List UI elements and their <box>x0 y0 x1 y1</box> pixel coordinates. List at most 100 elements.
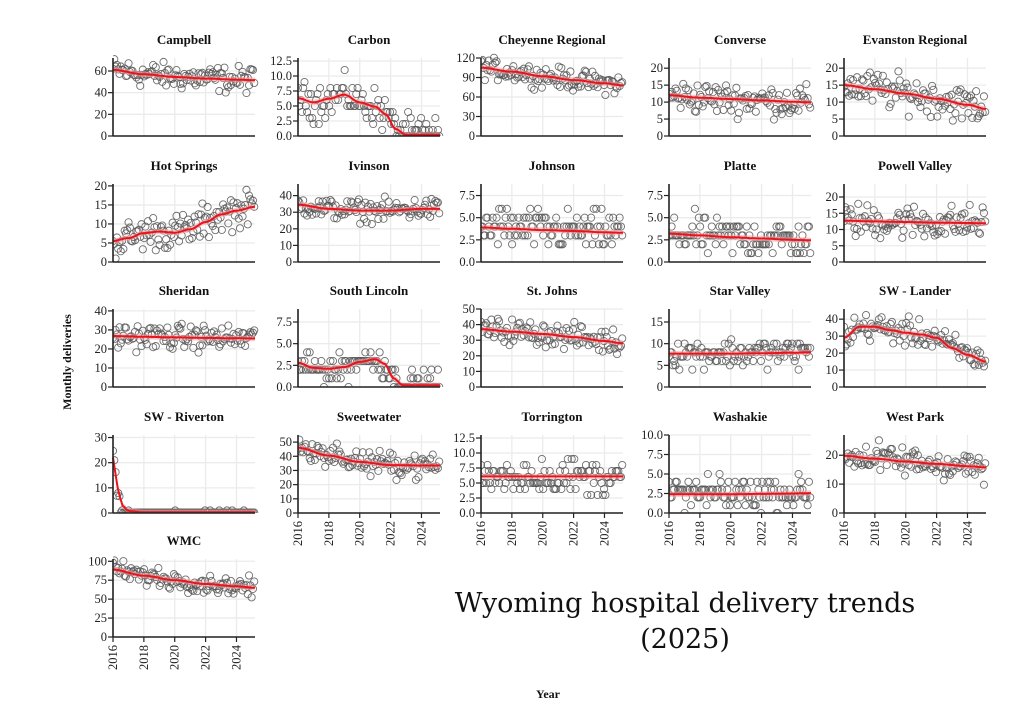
data-point <box>601 490 610 500</box>
panel-title: Platte <box>724 158 757 173</box>
data-point <box>509 336 518 345</box>
data-point <box>865 336 874 345</box>
data-point <box>609 213 618 222</box>
data-point <box>559 344 568 354</box>
data-point <box>358 89 367 99</box>
data-point <box>410 451 419 460</box>
data-point <box>963 344 972 353</box>
data-point <box>899 226 908 235</box>
data-point <box>149 60 158 69</box>
data-point <box>376 365 385 374</box>
y-tick-label: 0.0 <box>647 255 663 269</box>
data-point <box>326 356 335 366</box>
data-point <box>241 341 250 350</box>
data-point <box>917 224 926 233</box>
data-point <box>352 365 361 374</box>
data-point <box>702 81 711 90</box>
data-point <box>718 356 727 366</box>
y-tick-label: 0 <box>286 255 292 269</box>
data-point <box>589 478 598 488</box>
data-point <box>186 322 195 331</box>
y-tick-label: 50 <box>463 302 476 316</box>
data-point <box>593 490 602 500</box>
data-point <box>909 202 919 211</box>
x-tick-label: 2016 <box>662 521 676 546</box>
data-point <box>305 348 314 357</box>
y-tick-label: 5.0 <box>647 467 663 481</box>
data-point <box>583 490 592 500</box>
data-point <box>672 477 681 486</box>
data-point <box>928 342 937 351</box>
y-axis-label: Monthly deliveries <box>60 314 74 410</box>
data-point <box>158 221 167 230</box>
data-point <box>553 81 562 90</box>
data-point <box>716 477 725 486</box>
data-point <box>951 109 960 118</box>
y-tick-label: 0.0 <box>459 255 475 269</box>
data-point <box>601 327 610 336</box>
y-tick-label: 30 <box>280 205 293 219</box>
data-point <box>669 222 676 231</box>
data-point <box>719 105 728 115</box>
data-point <box>978 203 987 212</box>
data-point <box>431 196 440 205</box>
data-point <box>928 81 937 90</box>
x-tick-label: 2018 <box>868 521 882 546</box>
data-point <box>750 222 759 231</box>
data-point <box>895 210 904 219</box>
data-point <box>979 208 988 218</box>
data-point <box>615 213 624 222</box>
data-point <box>385 107 395 117</box>
points-group <box>844 311 990 371</box>
data-point <box>563 204 572 213</box>
panel-title: Converse <box>714 32 766 47</box>
data-point <box>598 490 607 500</box>
data-point <box>124 218 133 227</box>
panel-evanston-regional: Evanston Regional 0 5 10 15 20 <box>826 32 990 143</box>
data-point <box>137 220 146 229</box>
data-point <box>203 202 212 212</box>
y-tick-label: 30 <box>95 431 108 445</box>
x-tick-label: 2022 <box>930 521 944 546</box>
confidence-band <box>113 454 255 513</box>
data-point <box>743 249 753 258</box>
y-tick-label: 30 <box>463 333 476 347</box>
data-point <box>343 197 352 206</box>
y-tick-label: 0 <box>101 630 107 644</box>
data-point <box>244 191 254 200</box>
data-point <box>229 198 238 207</box>
data-point <box>317 356 326 366</box>
panel-title: Johnson <box>529 158 576 173</box>
panel-title: WMC <box>167 533 202 548</box>
data-point <box>690 204 699 213</box>
data-point <box>164 65 173 74</box>
panel-torrington: Torrington 0.02.55.07.510.012.5 2016 2018 20… <box>453 409 627 546</box>
y-tick-label: 10 <box>651 337 664 351</box>
data-point <box>115 323 124 332</box>
panel-wmc: WMC 0 25 50 75 100 2016 2018 2020 2022 2024 <box>88 533 259 670</box>
data-point <box>588 67 597 76</box>
data-point <box>524 62 533 71</box>
y-tick-label: 10.0 <box>453 446 475 460</box>
y-tick-label: 5 <box>832 239 838 253</box>
data-point <box>934 452 943 461</box>
data-point <box>502 460 511 470</box>
data-point <box>578 323 587 332</box>
trend-line <box>481 328 624 345</box>
y-tick-label: 30 <box>280 463 293 477</box>
trend-line <box>844 219 986 225</box>
x-tick-label: 2018 <box>693 521 707 546</box>
data-point <box>234 327 243 336</box>
data-point <box>519 213 528 222</box>
y-tick-label: 10 <box>95 217 108 231</box>
data-point <box>308 440 317 449</box>
data-point <box>502 204 511 213</box>
data-point <box>124 59 133 68</box>
data-point <box>146 237 155 246</box>
data-point <box>711 83 720 92</box>
data-point <box>572 341 581 350</box>
data-point <box>727 335 736 344</box>
data-point <box>794 222 803 231</box>
y-tick-label: 10 <box>95 361 108 375</box>
y-tick-label: 2.5 <box>276 114 292 128</box>
